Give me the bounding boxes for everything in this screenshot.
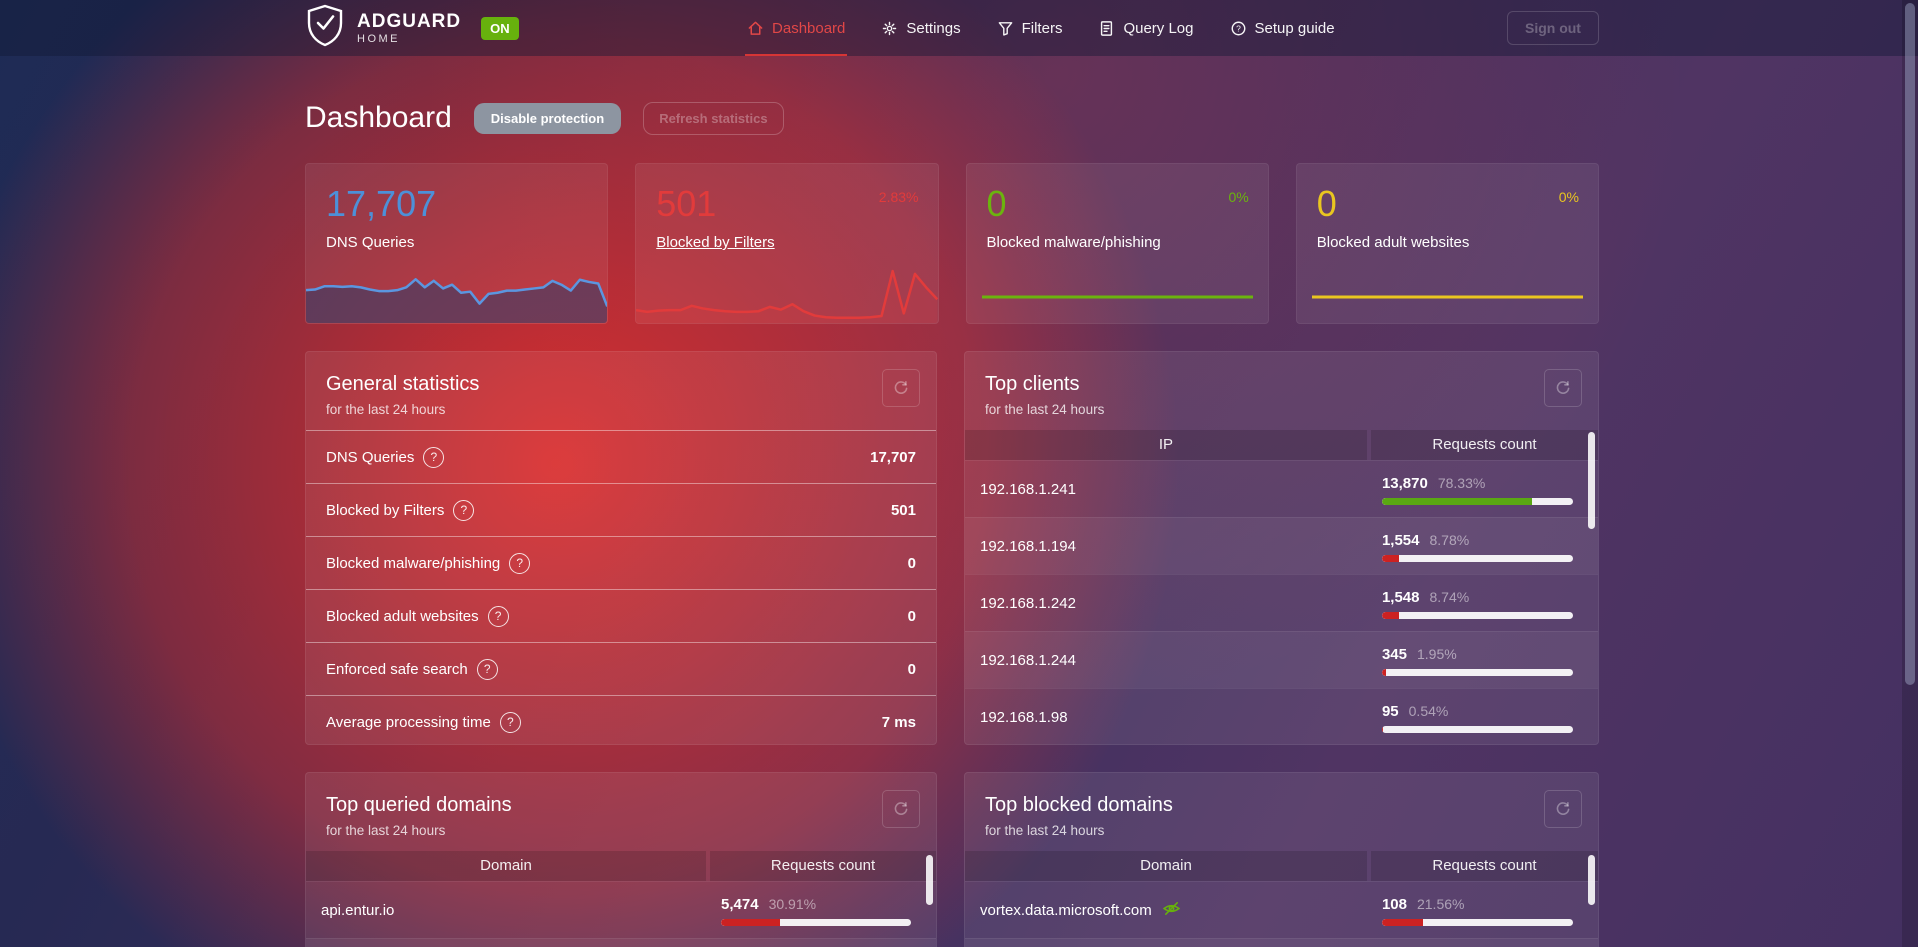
help-icon[interactable]: ? — [476, 658, 498, 680]
question-icon: ? — [1230, 20, 1247, 37]
help-icon[interactable]: ? — [453, 499, 475, 521]
table-row[interactable]: 192.168.1.98 95 0.54% — [965, 688, 1598, 745]
nav-item-settings[interactable]: Settings — [881, 20, 961, 37]
main-menu: Dashboard Settings — [745, 20, 1335, 56]
table-row[interactable]: 192.168.1.242 1,548 8.74% — [965, 574, 1598, 631]
refresh-icon[interactable] — [1544, 369, 1582, 407]
blocked-adult-sparkline — [1312, 293, 1583, 299]
brand-subtitle: HOME — [357, 32, 400, 45]
help-icon[interactable]: ? — [509, 552, 531, 574]
home-icon — [747, 20, 764, 37]
table-row[interactable] — [306, 938, 936, 947]
stat-cards-row: 17,707 DNS Queries 501 2.83% Blocked by … — [305, 163, 1599, 324]
dns-queries-label: DNS Queries — [326, 234, 415, 251]
sign-out-button[interactable]: Sign out — [1506, 11, 1599, 45]
blocked-malware-percent: 0% — [1228, 189, 1249, 205]
requests-bar — [1381, 612, 1573, 619]
svg-text:?: ? — [1236, 23, 1241, 33]
eye-slash-icon[interactable] — [1162, 899, 1181, 922]
top-blocked-domains-title: Top blocked domains — [985, 794, 1173, 816]
nav-item-dashboard[interactable]: Dashboard — [745, 20, 848, 56]
requests-bar — [1381, 726, 1573, 733]
table-row[interactable]: 192.168.1.244 345 1.95% — [965, 631, 1598, 688]
blocked-malware-value: 0 — [986, 183, 1007, 224]
top-clients-subtitle: for the last 24 hours — [985, 402, 1105, 417]
general-statistics-subtitle: for the last 24 hours — [326, 402, 446, 417]
stat-row-dns-queries: DNS Queries? 17,707 — [306, 430, 936, 483]
panel-scrollbar[interactable] — [926, 855, 933, 905]
top-queried-domains-subtitle: for the last 24 hours — [326, 823, 446, 838]
table-row[interactable]: api.entur.io 5,474 30.91% — [306, 881, 936, 938]
brand-title: ADGUARD — [357, 10, 462, 32]
requests-bar — [1381, 919, 1573, 926]
stat-row-safe-search: Enforced safe search? 0 — [306, 642, 936, 695]
top-blocked-domains-panel: Top blocked domains for the last 24 hour… — [964, 772, 1599, 947]
shield-logo-icon — [305, 4, 345, 53]
page-scrollbar-thumb[interactable] — [1905, 3, 1915, 685]
panel-scrollbar[interactable] — [1588, 855, 1595, 905]
table-row[interactable]: 192.168.1.194 1,554 8.78% — [965, 517, 1598, 574]
refresh-icon[interactable] — [882, 369, 920, 407]
help-icon[interactable]: ? — [423, 446, 445, 468]
table-row[interactable]: 192.168.1.241 13,870 78.33% — [965, 460, 1598, 517]
top-blocked-domains-subtitle: for the last 24 hours — [985, 823, 1105, 838]
stat-card-dns-queries: 17,707 DNS Queries — [305, 163, 609, 324]
dns-queries-sparkline — [306, 261, 608, 323]
top-queried-domains-title: Top queried domains — [326, 794, 512, 816]
blocked-adult-label: Blocked adult websites — [1316, 234, 1470, 251]
protection-on-badge: ON — [481, 16, 519, 40]
requests-bar — [721, 919, 911, 926]
page-scrollbar[interactable] — [1902, 0, 1918, 947]
nav-item-filters[interactable]: Filters — [997, 20, 1062, 37]
stat-row-blocked-malware: Blocked malware/phishing? 0 — [306, 536, 936, 589]
top-clients-panel: Top clients for the last 24 hours IP Req… — [964, 351, 1599, 745]
refresh-icon[interactable] — [1544, 790, 1582, 828]
disable-protection-button[interactable]: Disable protection — [473, 102, 622, 134]
general-statistics-title: General statistics — [326, 373, 480, 395]
stat-card-blocked-adult: 0 0% Blocked adult websites — [1295, 163, 1599, 324]
blocked-malware-label: Blocked malware/phishing — [986, 234, 1161, 251]
refresh-icon[interactable] — [882, 790, 920, 828]
stat-row-processing-time: Average processing time? 7 ms — [306, 695, 936, 748]
top-nav: ADGUARD HOME ON Dashboard — [0, 0, 1918, 56]
panel-scrollbar[interactable] — [1588, 432, 1595, 529]
requests-bar — [1381, 669, 1573, 676]
document-icon — [1098, 20, 1115, 37]
nav-item-query-log[interactable]: Query Log — [1098, 20, 1194, 37]
blocked-malware-sparkline — [982, 293, 1253, 299]
top-clients-table-header: IP Requests count — [965, 430, 1598, 460]
gear-icon — [881, 20, 898, 37]
refresh-statistics-button[interactable]: Refresh statistics — [643, 101, 784, 135]
blocked-filters-percent: 2.83% — [878, 189, 919, 205]
page-title: Dashboard — [305, 101, 452, 134]
blocked-adult-value: 0 — [1316, 183, 1337, 224]
top-clients-title: Top clients — [985, 373, 1080, 395]
nav-item-setup-guide[interactable]: ? Setup guide — [1230, 20, 1335, 37]
blocked-adult-percent: 0% — [1558, 189, 1579, 205]
table-row[interactable]: vortex.data.microsoft.com 108 21.56% — [965, 881, 1598, 938]
funnel-icon — [997, 20, 1014, 37]
stat-row-blocked-adult: Blocked adult websites? 0 — [306, 589, 936, 642]
help-icon[interactable]: ? — [487, 605, 509, 627]
adguard-logo[interactable]: ADGUARD HOME ON — [305, 4, 519, 53]
top-queried-domains-table-header: Domain Requests count — [306, 851, 936, 881]
top-queried-domains-panel: Top queried domains for the last 24 hour… — [305, 772, 937, 947]
stat-card-blocked-filters: 501 2.83% Blocked by Filters — [635, 163, 939, 324]
stat-card-blocked-malware: 0 0% Blocked malware/phishing — [965, 163, 1269, 324]
requests-bar — [1381, 555, 1573, 562]
general-statistics-panel: General statistics for the last 24 hours… — [305, 351, 937, 745]
dns-queries-value: 17,707 — [326, 183, 437, 224]
top-blocked-domains-table-header: Domain Requests count — [965, 851, 1598, 881]
blocked-filters-link[interactable]: Blocked by Filters — [656, 234, 775, 251]
requests-bar — [1381, 498, 1573, 505]
help-icon[interactable]: ? — [499, 711, 521, 733]
blocked-filters-sparkline — [636, 261, 938, 323]
stat-row-blocked-filters: Blocked by Filters? 501 — [306, 483, 936, 536]
table-row[interactable] — [965, 938, 1598, 947]
